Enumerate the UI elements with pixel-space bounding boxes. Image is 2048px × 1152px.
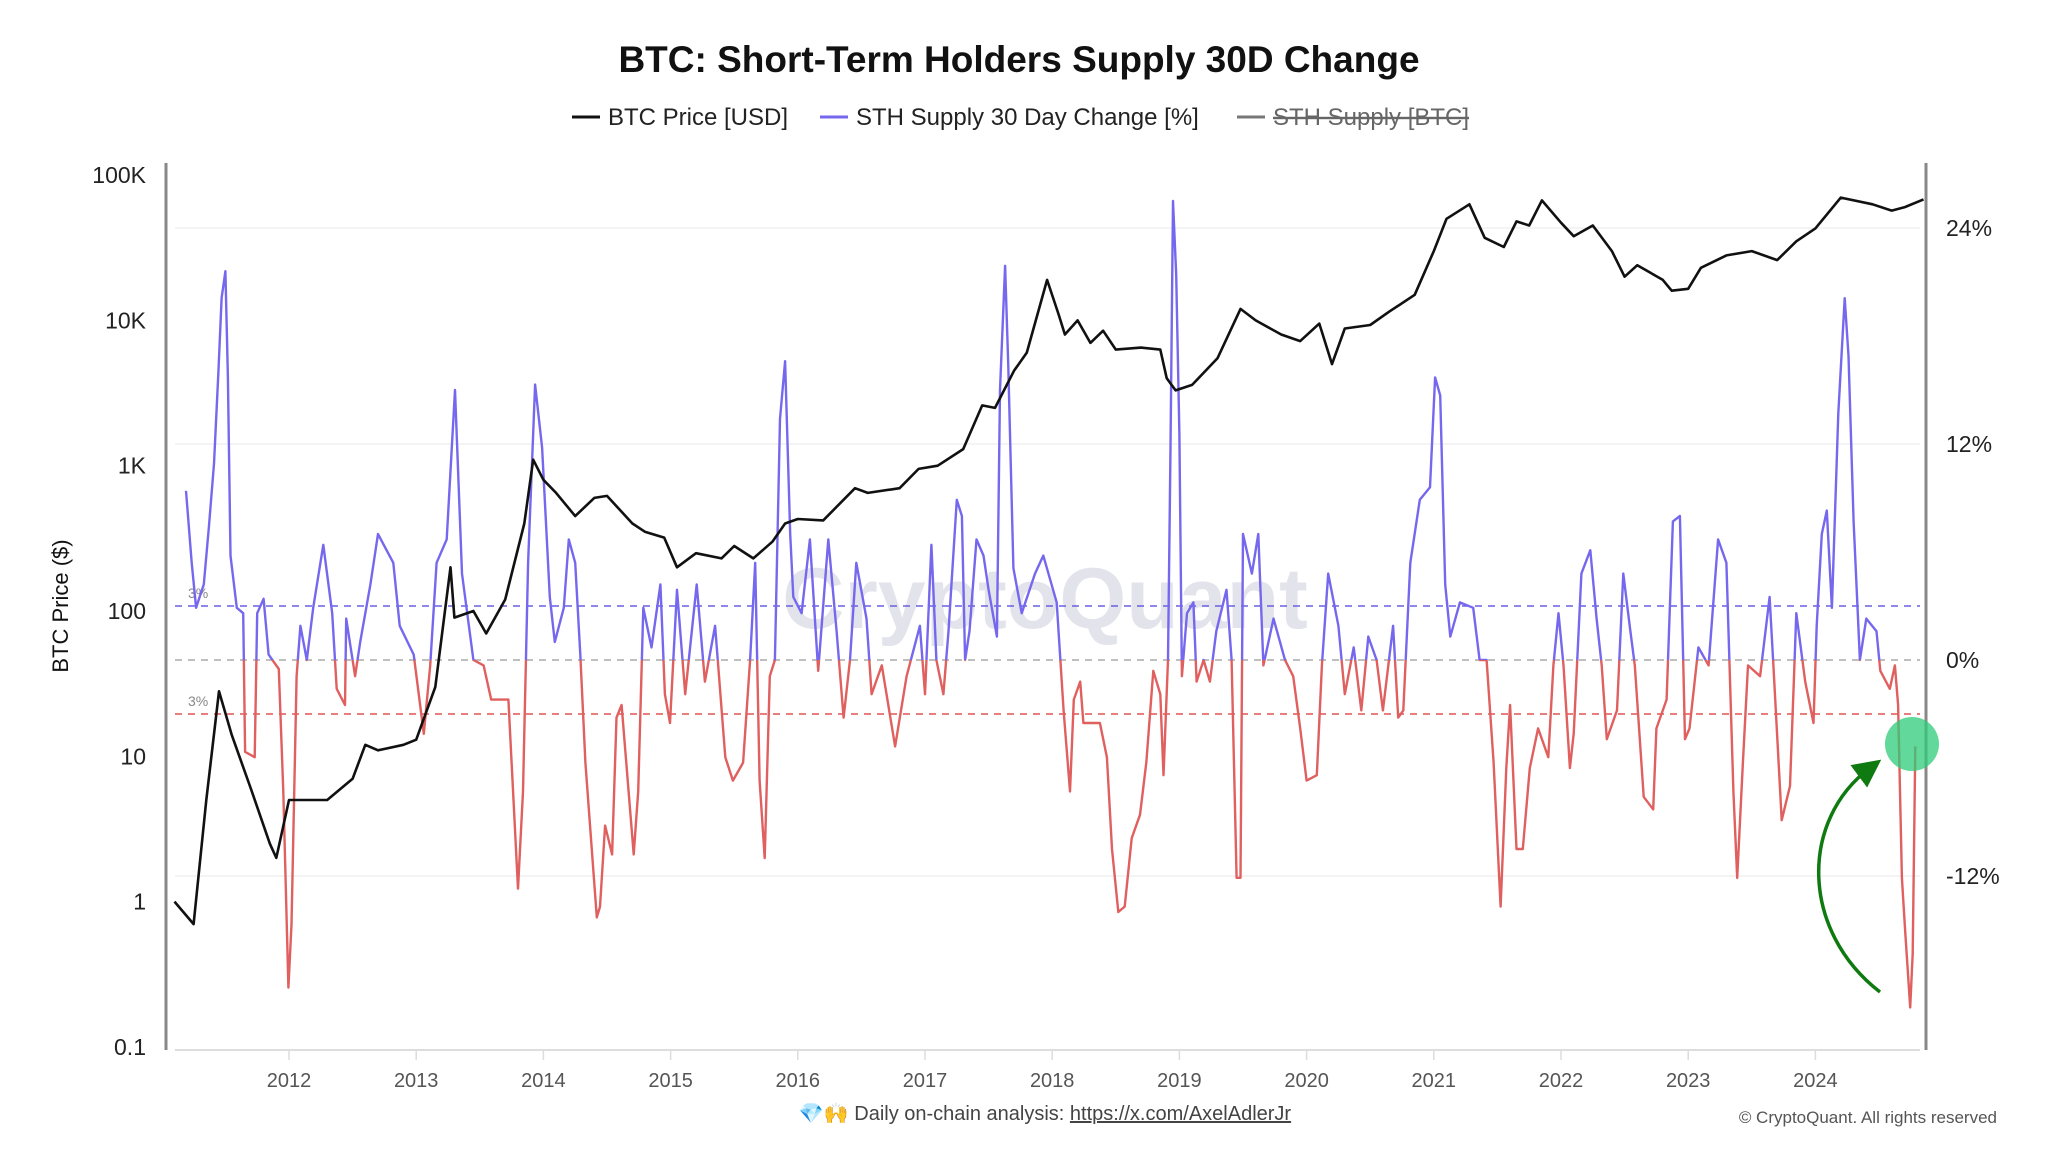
sth-change-line-positive (184, 199, 1881, 660)
x-tick-label: 2014 (521, 1070, 566, 1092)
right-tick-label: 12% (1946, 431, 1992, 457)
left-axis-title: BTC Price ($) (48, 539, 73, 672)
footer-prefix: 💎🙌 Daily on-chain analysis: (799, 1102, 1070, 1125)
right-tick-label: 24% (1946, 215, 1992, 241)
highlight-circle (1885, 717, 1939, 771)
right-tick-label: -12% (1946, 863, 2000, 889)
legend-label: STH Supply 30 Day Change [%] (856, 104, 1199, 131)
annotation-arrow (1817, 759, 1882, 994)
reference-line-label: 3% (188, 693, 208, 709)
left-tick-label: 100K (92, 162, 146, 188)
x-tick-label: 2016 (776, 1070, 821, 1092)
btc-price-line (173, 196, 1924, 926)
x-tick-label: 2015 (648, 1070, 693, 1092)
footer-text: 💎🙌 Daily on-chain analysis: https://x.co… (799, 1102, 1292, 1125)
sth-change-line-negative (242, 660, 1917, 1009)
x-tick-label: 2017 (903, 1070, 948, 1092)
copyright: © CryptoQuant. All rights reserved (1739, 1108, 1997, 1127)
left-tick-label: 1 (133, 889, 146, 915)
left-tick-label: 100 (108, 598, 146, 624)
chart-title: BTC: Short-Term Holders Supply 30D Chang… (618, 39, 1419, 80)
left-axis-ticks: 0.1 1 10 100 1K 10K 100K (92, 162, 146, 1060)
x-tick-label: 2024 (1793, 1070, 1838, 1092)
annotation (1817, 717, 1939, 994)
x-axis-ticks: 2012 2013 2014 2015 2016 2017 2018 2019 2020 2021… (267, 1050, 1838, 1092)
legend-label: BTC Price [USD] (608, 104, 788, 131)
right-axis-ticks: -12% 0% 12% 24% (1946, 215, 2000, 889)
x-tick-label: 2022 (1539, 1070, 1584, 1092)
legend-item-sth-change[interactable]: STH Supply 30 Day Change [%] (820, 104, 1199, 131)
footer-link[interactable]: https://x.com/AxelAdlerJr (1070, 1103, 1292, 1125)
left-tick-label: 1K (118, 453, 147, 479)
left-tick-label: 10K (105, 307, 147, 333)
watermark: CryptoQuant (782, 551, 1308, 647)
gridlines (175, 227, 1920, 877)
legend-label: STH Supply [BTC] (1273, 104, 1469, 131)
left-tick-label: 10 (120, 743, 146, 769)
x-tick-label: 2023 (1666, 1070, 1711, 1092)
footer: 💎🙌 Daily on-chain analysis: https://x.co… (799, 1102, 1997, 1127)
x-tick-label: 2020 (1284, 1070, 1329, 1092)
x-tick-label: 2013 (394, 1070, 439, 1092)
series-layer (173, 196, 1924, 1009)
legend-item-sth-supply[interactable]: STH Supply [BTC] (1237, 104, 1469, 131)
x-tick-label: 2018 (1030, 1070, 1075, 1092)
x-tick-label: 2012 (267, 1070, 312, 1092)
legend: BTC Price [USD] STH Supply 30 Day Change… (572, 104, 1469, 131)
right-tick-label: 0% (1946, 647, 1979, 673)
legend-item-btc-price[interactable]: BTC Price [USD] (572, 104, 788, 131)
x-tick-label: 2019 (1157, 1070, 1202, 1092)
x-tick-label: 2021 (1412, 1070, 1457, 1092)
left-tick-label: 0.1 (114, 1034, 146, 1060)
